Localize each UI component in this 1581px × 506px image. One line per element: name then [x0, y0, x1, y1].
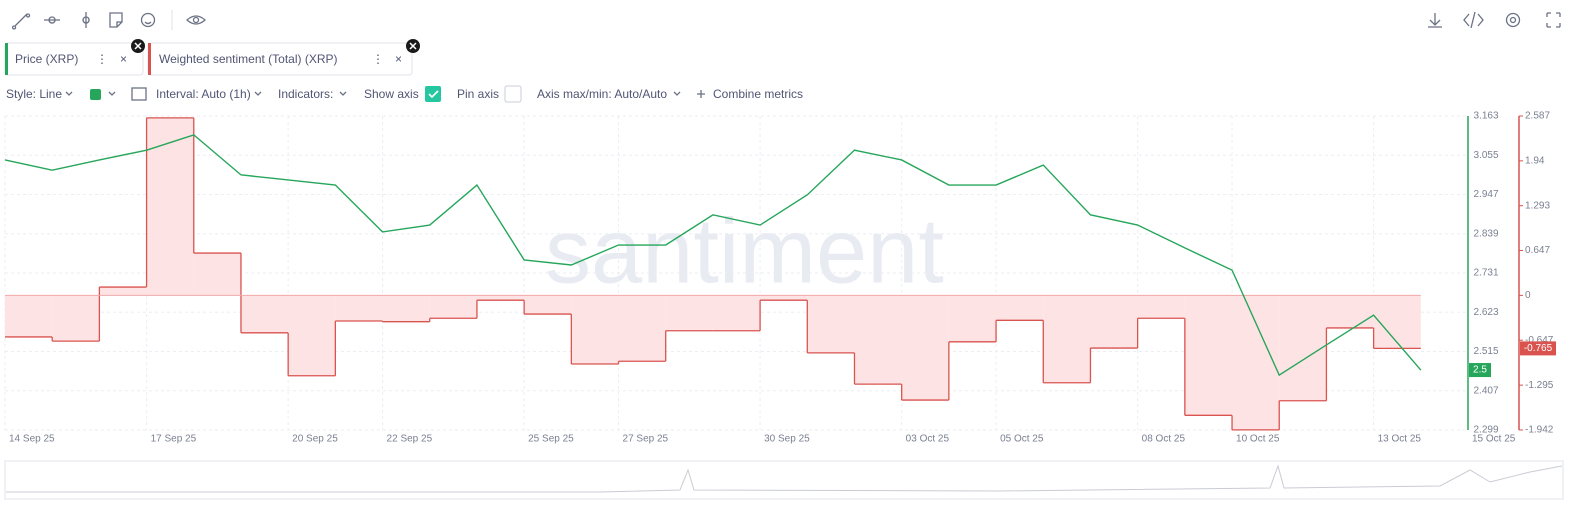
chip-label: Price (XRP) [15, 52, 78, 66]
x-tick-label: 27 Sep 25 [623, 434, 669, 445]
price-line [4, 134, 1422, 377]
metric-chips: Price (XRP) ⋮ × Weighted sentiment (Tota… [4, 39, 420, 76]
sentiment-area [1090, 295, 1138, 349]
interval-select[interactable]: Interval: Auto (1h) [156, 87, 251, 101]
show-axis-checkbox[interactable] [425, 86, 441, 102]
y2-tick-label: 0.647 [1525, 245, 1550, 256]
x-tick-label: 14 Sep 25 [9, 434, 55, 445]
chip-close[interactable]: × [120, 52, 127, 66]
y-tick-label: 2.839 [1473, 228, 1498, 239]
y-tick-label: 2.947 [1473, 189, 1498, 200]
sentiment-area [99, 287, 147, 296]
last-value-label: 2.5 [1473, 365, 1487, 376]
show-axis-label: Show axis [364, 87, 419, 101]
y2-tick-label: 0 [1525, 290, 1531, 301]
sentiment-area [996, 295, 1044, 321]
sentiment-area [760, 295, 808, 301]
style-select[interactable]: Style: Line [6, 87, 62, 101]
x-tick-label: 17 Sep 25 [151, 434, 197, 445]
x-tick-label: 30 Sep 25 [764, 434, 810, 445]
navigator [4, 460, 1564, 500]
sentiment-area [240, 295, 289, 333]
sentiment-area [571, 295, 619, 364]
y2-tick-label: 2.587 [1525, 111, 1550, 122]
chip-color [5, 43, 8, 75]
x-tick-label: 20 Sep 25 [292, 434, 338, 445]
x-tick-label: 10 Oct 25 [1236, 434, 1280, 445]
sentiment-area [1043, 295, 1091, 383]
x-tick-label: 13 Oct 25 [1378, 434, 1422, 445]
pin-axis-checkbox[interactable] [504, 85, 522, 103]
y2-tick-label: -0.647 [1525, 335, 1554, 346]
x-tick-label: 15 Oct 25 [1472, 434, 1516, 445]
tool-icons[interactable] [11, 11, 1561, 30]
remove-icon [134, 42, 142, 50]
sentiment-area [618, 295, 666, 362]
sentiment-area [429, 295, 477, 319]
chip-menu[interactable]: ⋮ [372, 52, 384, 66]
x-tick-label: 25 Sep 25 [528, 434, 574, 445]
sentiment-area [807, 295, 855, 353]
calendar-icon [131, 87, 147, 101]
sentiment-area [382, 295, 430, 322]
sentiment-area [524, 295, 572, 315]
y-tick-label: 2.731 [1473, 268, 1498, 279]
x-tick-label: 08 Oct 25 [1142, 434, 1186, 445]
combine-metrics[interactable]: Combine metrics [713, 87, 803, 101]
sentiment-area [1184, 295, 1233, 416]
sentiment-area [665, 295, 713, 331]
last-value-label: -0.765 [1524, 343, 1553, 354]
sentiment-area [288, 295, 336, 376]
plot: 3.163 3.055 2.947 2.839 2.731 2.623 2.515 2.407… [4, 111, 1556, 445]
sentiment-area [52, 295, 100, 342]
navigator-line [6, 464, 1563, 493]
last-value-box [1469, 363, 1491, 378]
last-value-box [1520, 341, 1556, 356]
y-tick-label: 2.623 [1473, 307, 1498, 318]
pin-axis-label: Pin axis [457, 87, 499, 101]
sentiment-area [1373, 295, 1421, 349]
toolbar [11, 10, 1561, 30]
y2-tick-label: -1.295 [1525, 380, 1554, 391]
chip-close[interactable]: × [395, 52, 402, 66]
sentiment-area [712, 295, 761, 331]
axis-minmax-select[interactable]: Axis max/min: Auto/Auto [537, 87, 667, 101]
sentiment-area [193, 253, 241, 296]
chevrons [65, 91, 681, 96]
y2-tick-label: 1.293 [1525, 200, 1550, 211]
sentiment-area [1279, 295, 1327, 401]
sentiment-area [476, 295, 525, 301]
x-tick-label: 05 Oct 25 [1000, 434, 1044, 445]
sentiment-area [335, 295, 383, 322]
indicators-select[interactable]: Indicators: [278, 87, 333, 101]
chip-label: Weighted sentiment (Total) (XRP) [159, 52, 338, 66]
sentiment-area [901, 295, 949, 401]
sentiment-area [854, 295, 902, 385]
y2-tick-label: 1.94 [1525, 155, 1545, 166]
sentiment-area [146, 117, 194, 296]
plus-icon [697, 90, 705, 98]
x-tick-label: 03 Oct 25 [906, 434, 950, 445]
sentiment-area [5, 295, 53, 337]
y-tick-label: 3.055 [1473, 150, 1498, 161]
sentiment-area [948, 295, 997, 342]
y-tick-label: 2.515 [1473, 346, 1498, 357]
watermark: santiment [545, 200, 944, 302]
x-tick-label: 22 Sep 25 [387, 434, 433, 445]
y-tick-label: 2.299 [1473, 425, 1498, 436]
y-tick-label: 2.407 [1473, 385, 1498, 396]
chip-color [148, 43, 151, 75]
color-select[interactable] [90, 89, 101, 100]
check [428, 90, 439, 99]
y2-tick-label: -1.942 [1525, 425, 1554, 436]
sentiment-area [1232, 295, 1280, 430]
remove-icon [409, 42, 417, 50]
sentiment-area [1326, 295, 1374, 328]
chip-menu[interactable]: ⋮ [96, 52, 108, 66]
navigator-frame[interactable] [4, 460, 1564, 500]
y-tick-label: 3.163 [1473, 111, 1498, 122]
settings-row: Style: Line Interval: Auto (1h) Indicato… [6, 85, 803, 103]
sentiment-area [1137, 295, 1185, 319]
